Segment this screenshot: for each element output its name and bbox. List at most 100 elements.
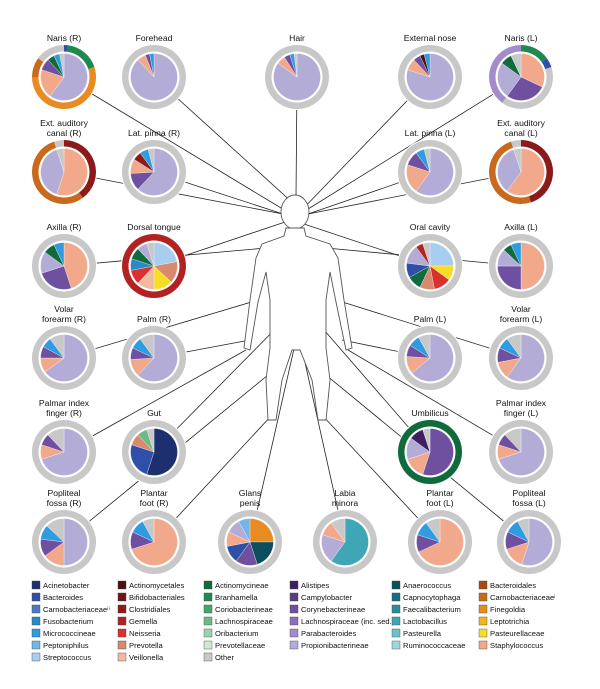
pie-slice-staphylococcus (520, 53, 545, 88)
site-palm-l: Palm (L) (397, 314, 463, 391)
pie-slice-other (422, 242, 431, 267)
legend-item: Finegoldia (478, 604, 526, 614)
ring-segment-branhamella (521, 45, 547, 63)
legend-label: Actinomycineae (215, 581, 269, 590)
site-forehead: Forehead (121, 33, 187, 110)
pie-slice-finegoldia (249, 518, 274, 543)
legend-label: Fusobacterium (43, 617, 93, 626)
legend-item: Peptoniphilus (31, 640, 89, 650)
pie-slice-propionibacterineae (406, 53, 454, 101)
site-label: Naris (L) (505, 33, 538, 43)
pie-slice-staphylococcus (520, 242, 545, 290)
pie-slice-micrococcineae (53, 242, 65, 267)
connector-labia-minora (299, 339, 346, 543)
legend-label: Propionibacterineae (301, 641, 369, 650)
site-label: Plantar (140, 488, 167, 498)
site-label: Lat. pinna (L) (405, 128, 456, 138)
legend-label: Leptotrichia (490, 617, 530, 626)
legend-swatch (117, 640, 127, 650)
legend-label: Bacteroidales (490, 581, 536, 590)
pie-slice-propionibacterineae (415, 148, 454, 196)
legend-item: Propionibacterineae (289, 640, 369, 650)
legend-swatch (478, 640, 488, 650)
pie-slice-other (425, 518, 441, 543)
legend-item: Leptotrichia (478, 616, 530, 626)
legend-label: Finegoldia (490, 605, 526, 614)
legend-item: Capnocytophaga (391, 592, 461, 602)
legend-label: Other (215, 653, 234, 662)
legend-swatch (478, 592, 488, 602)
pie-slice-propionibacterineae (506, 334, 545, 382)
legend-label: Micrococcineae (43, 629, 96, 638)
legend-label: Anaerococcus (403, 581, 451, 590)
legend-swatch (117, 652, 127, 662)
legend-label: Campylobacter (301, 593, 353, 602)
site-label: Axilla (R) (47, 222, 82, 232)
pie-slice-propionibacterineae (521, 518, 553, 566)
legend-swatch (391, 640, 401, 650)
pie-slice-peptoniphilus (238, 518, 251, 543)
legend-label: Bifidobacteriales (129, 593, 185, 602)
site-lat-pinna-r: Lat. pinna (R) (121, 128, 187, 205)
site-axilla-l: Axilla (L) (488, 222, 554, 299)
legend-label: Prevotellaceae (215, 641, 265, 650)
site-label: Volar (511, 304, 531, 314)
ring-segment-other (38, 45, 64, 63)
legend-swatch (391, 580, 401, 590)
ring-segment-parabacteroides (489, 45, 521, 103)
ring-segment-carnobacteriaceae-i (489, 141, 531, 204)
legend-swatch (31, 640, 41, 650)
legend-label: Carnobacteriaceaeⁱ (490, 593, 556, 602)
site-naris-l: Naris (L) (488, 33, 554, 110)
site-label: Palm (R) (137, 314, 171, 324)
site-label: Forehead (136, 33, 173, 43)
legend-label: Pasteurellaceae (490, 629, 544, 638)
legend-swatch (289, 616, 299, 626)
ring-segment-other (54, 140, 64, 148)
pie-slice-corynebacterineae (41, 265, 72, 290)
legend-swatch (289, 628, 299, 638)
site-label: forearm (R) (42, 314, 86, 324)
site-label: Gut (147, 408, 161, 418)
legend-item: Actinomycetales (117, 580, 184, 590)
legend-swatch (203, 640, 213, 650)
pie-slice-propionibacterineae (137, 334, 178, 382)
site-label: Popliteal (48, 488, 81, 498)
ring-segment-clostridiales (64, 140, 97, 198)
pie-slice-propionibacterineae (411, 334, 454, 382)
legend-swatch (117, 604, 127, 614)
pie-slice-other (517, 518, 530, 543)
legend-item: Corynebacterineae (289, 604, 365, 614)
legend-item: Clostridiales (117, 604, 171, 614)
pie-slice-corynebacterineae (497, 265, 522, 290)
site-label: Popliteal (513, 488, 546, 498)
body-torso (243, 227, 353, 421)
pie-slice-propionibacterineae (63, 518, 88, 566)
site-axilla-r: Axilla (R) (31, 222, 97, 299)
pie-slice-other (423, 148, 431, 173)
legend-item: Neisseria (117, 628, 161, 638)
site-label: finger (R) (46, 408, 82, 418)
legend-item: Bacteroidales (478, 580, 536, 590)
pie-slice-corynebacterineae (506, 76, 543, 101)
pie-slice-other (47, 428, 65, 453)
legend-label: Prevotella (129, 641, 164, 650)
pie-slice-micrococcineae (149, 53, 155, 78)
site-dorsal-tongue: Dorsal tongue (121, 222, 187, 299)
legend-swatch (478, 604, 488, 614)
site-label: Palmar index (39, 398, 90, 408)
ring-segment-branhamella (67, 45, 95, 70)
legend-item: Staphylococcus (478, 640, 543, 650)
human-body-outline (243, 194, 353, 421)
legend-label: Lachnospiraceae (inc. sed.) (301, 617, 395, 626)
site-gut: Gut (121, 408, 187, 485)
legend-swatch (203, 616, 213, 626)
legend-swatch (391, 604, 401, 614)
legend-label: Ruminococcaceae (403, 641, 465, 650)
